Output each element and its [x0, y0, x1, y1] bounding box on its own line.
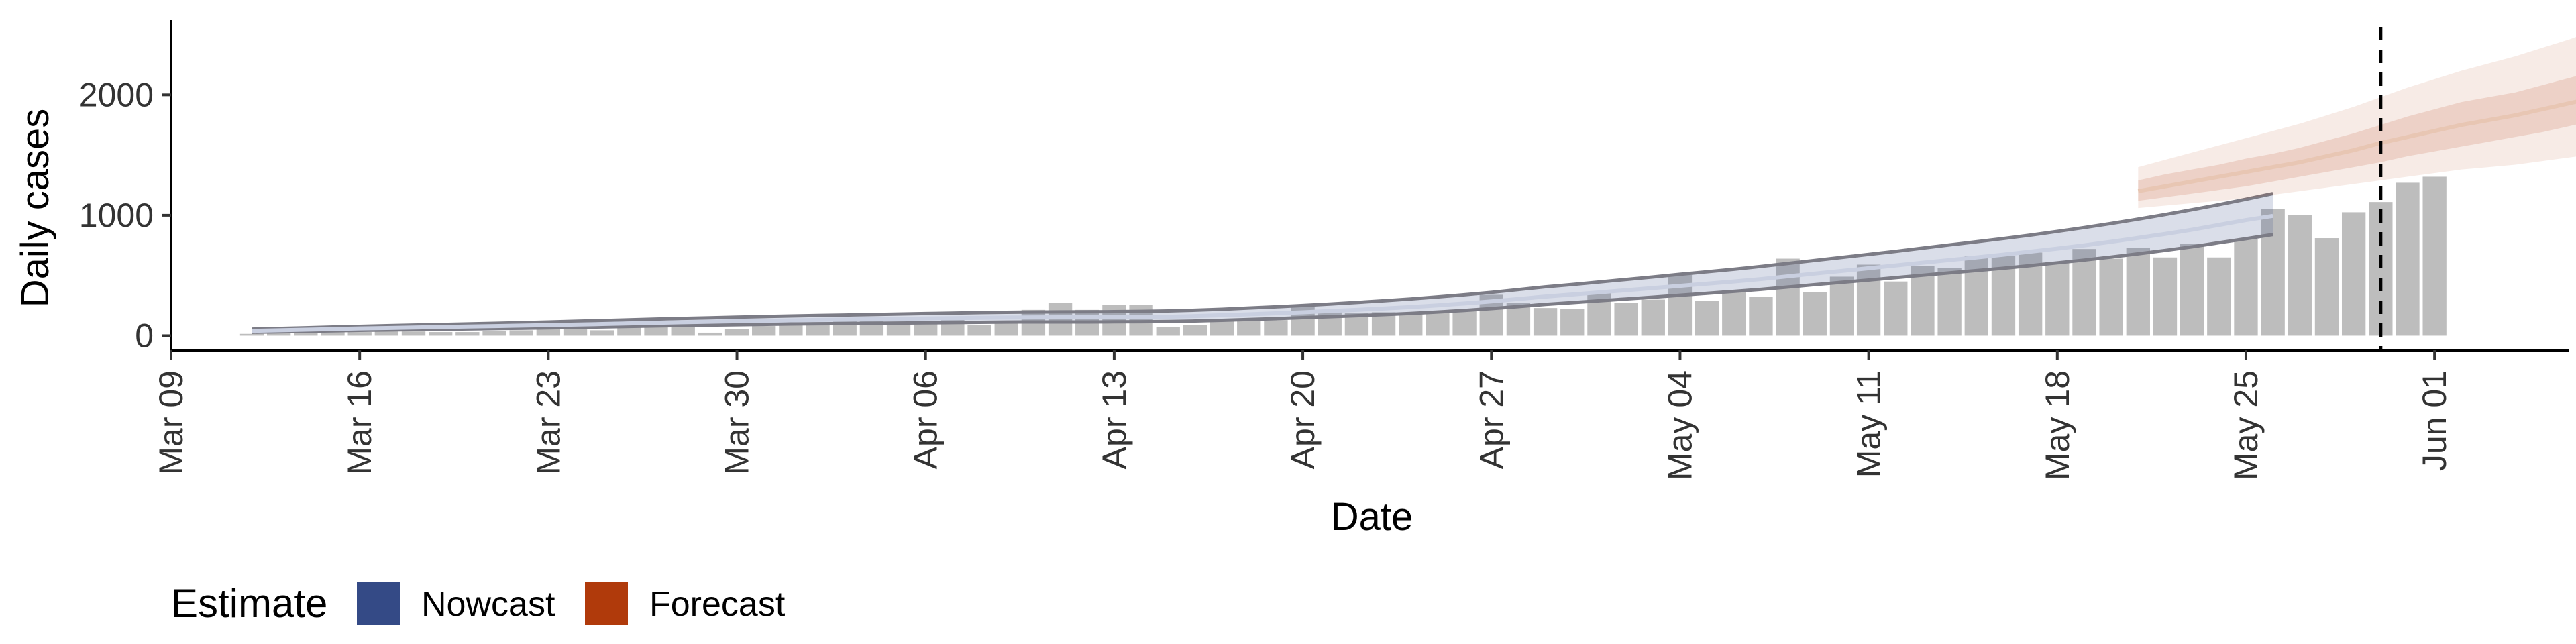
x-tick-label: Apr 13: [1095, 370, 1133, 469]
bar: [698, 332, 722, 336]
y-tick-label: 2000: [79, 76, 154, 113]
x-tick-label: Apr 06: [907, 370, 945, 469]
bar: [806, 322, 830, 336]
bar: [1856, 264, 1881, 336]
bar: [1426, 311, 1450, 336]
bar: [967, 325, 991, 336]
x-tick-label: Jun 01: [2416, 370, 2453, 471]
bar: [2099, 258, 2123, 336]
nowcast-lower-line: [252, 233, 2273, 334]
bar: [1156, 326, 1180, 336]
bar: [2288, 215, 2312, 336]
bar: [509, 330, 533, 336]
bar: [347, 332, 372, 336]
bar: [1183, 325, 1208, 336]
bar: [1937, 268, 1962, 336]
legend-label-nowcast: Nowcast: [421, 585, 555, 624]
bar: [2153, 257, 2178, 336]
x-tick-label: Mar 09: [152, 370, 190, 475]
x-tick-label: May 11: [1850, 370, 1888, 478]
bar: [1048, 303, 1073, 336]
legend-swatch-nowcast: [357, 582, 400, 625]
bar: [994, 321, 1018, 336]
bar: [1749, 297, 1773, 336]
bar: [1829, 276, 1854, 336]
x-tick-label: May 18: [2039, 370, 2076, 480]
bar: [2126, 248, 2150, 336]
legend-label-forecast: Forecast: [649, 585, 786, 624]
bar: [429, 332, 453, 336]
bar: [1560, 309, 1585, 336]
x-tick-label: Mar 23: [529, 370, 567, 475]
x-tick-label: Mar 30: [718, 370, 756, 475]
bar: [1264, 320, 1288, 336]
legend-title: Estimate: [171, 581, 327, 626]
bar: [752, 326, 776, 336]
bar: [1210, 321, 1234, 336]
bar: [1776, 258, 1800, 336]
x-tick-label: Apr 27: [1472, 370, 1510, 469]
legend: Estimate Nowcast Forecast: [171, 581, 786, 626]
bar: [267, 333, 291, 336]
bar: [1722, 290, 1746, 336]
y-tick-label: 0: [135, 317, 154, 354]
bar: [1399, 313, 1423, 336]
y-tick-label: 1000: [79, 197, 154, 234]
nowcast-band: [252, 193, 2273, 333]
legend-swatch-forecast: [585, 582, 628, 625]
y-axis-title: Daily cases: [13, 109, 57, 308]
x-axis-title: Date: [1331, 495, 1413, 539]
bar: [2261, 209, 2285, 336]
plot-area: 0 1000 2000 Mar 09 Mar 16 Mar 23 Mar 30 Apr 06 A…: [79, 20, 2576, 480]
bar: [724, 329, 749, 336]
bar: [2396, 182, 2420, 336]
bar: [2045, 262, 2070, 336]
bar: [563, 327, 588, 336]
bar: [2341, 212, 2366, 336]
bar: [321, 332, 345, 336]
bar: [2180, 244, 2204, 336]
bar: [1695, 301, 1719, 336]
bar: [2422, 176, 2447, 336]
bar: [2234, 239, 2258, 336]
bar: [886, 321, 911, 336]
bar: [1614, 303, 1638, 336]
forecast-outer-band: [2138, 37, 2576, 209]
bar: [455, 332, 480, 336]
bar: [2314, 238, 2339, 336]
x-tick-label: May 04: [1661, 370, 1699, 480]
bar: [1237, 320, 1261, 336]
nowcast-upper-line: [252, 192, 2273, 331]
bar: [294, 332, 318, 336]
bar: [2207, 257, 2231, 336]
x-tick-label: Apr 20: [1284, 370, 1322, 469]
bar: [1533, 308, 1558, 336]
bar: [1803, 292, 1827, 336]
bar: [374, 331, 399, 336]
bar: [401, 331, 426, 336]
bar: [1452, 310, 1477, 336]
bar: [2072, 249, 2096, 336]
bar: [482, 331, 506, 336]
bar: [914, 321, 938, 336]
bar: [590, 330, 614, 336]
nowcast-median-line: [252, 213, 2273, 333]
bar: [536, 329, 561, 336]
x-tick-label: May 25: [2227, 370, 2265, 480]
bar: [239, 333, 264, 336]
bar: [1884, 281, 1908, 336]
x-tick-label: Mar 16: [341, 370, 378, 475]
bar: [1641, 299, 1665, 336]
